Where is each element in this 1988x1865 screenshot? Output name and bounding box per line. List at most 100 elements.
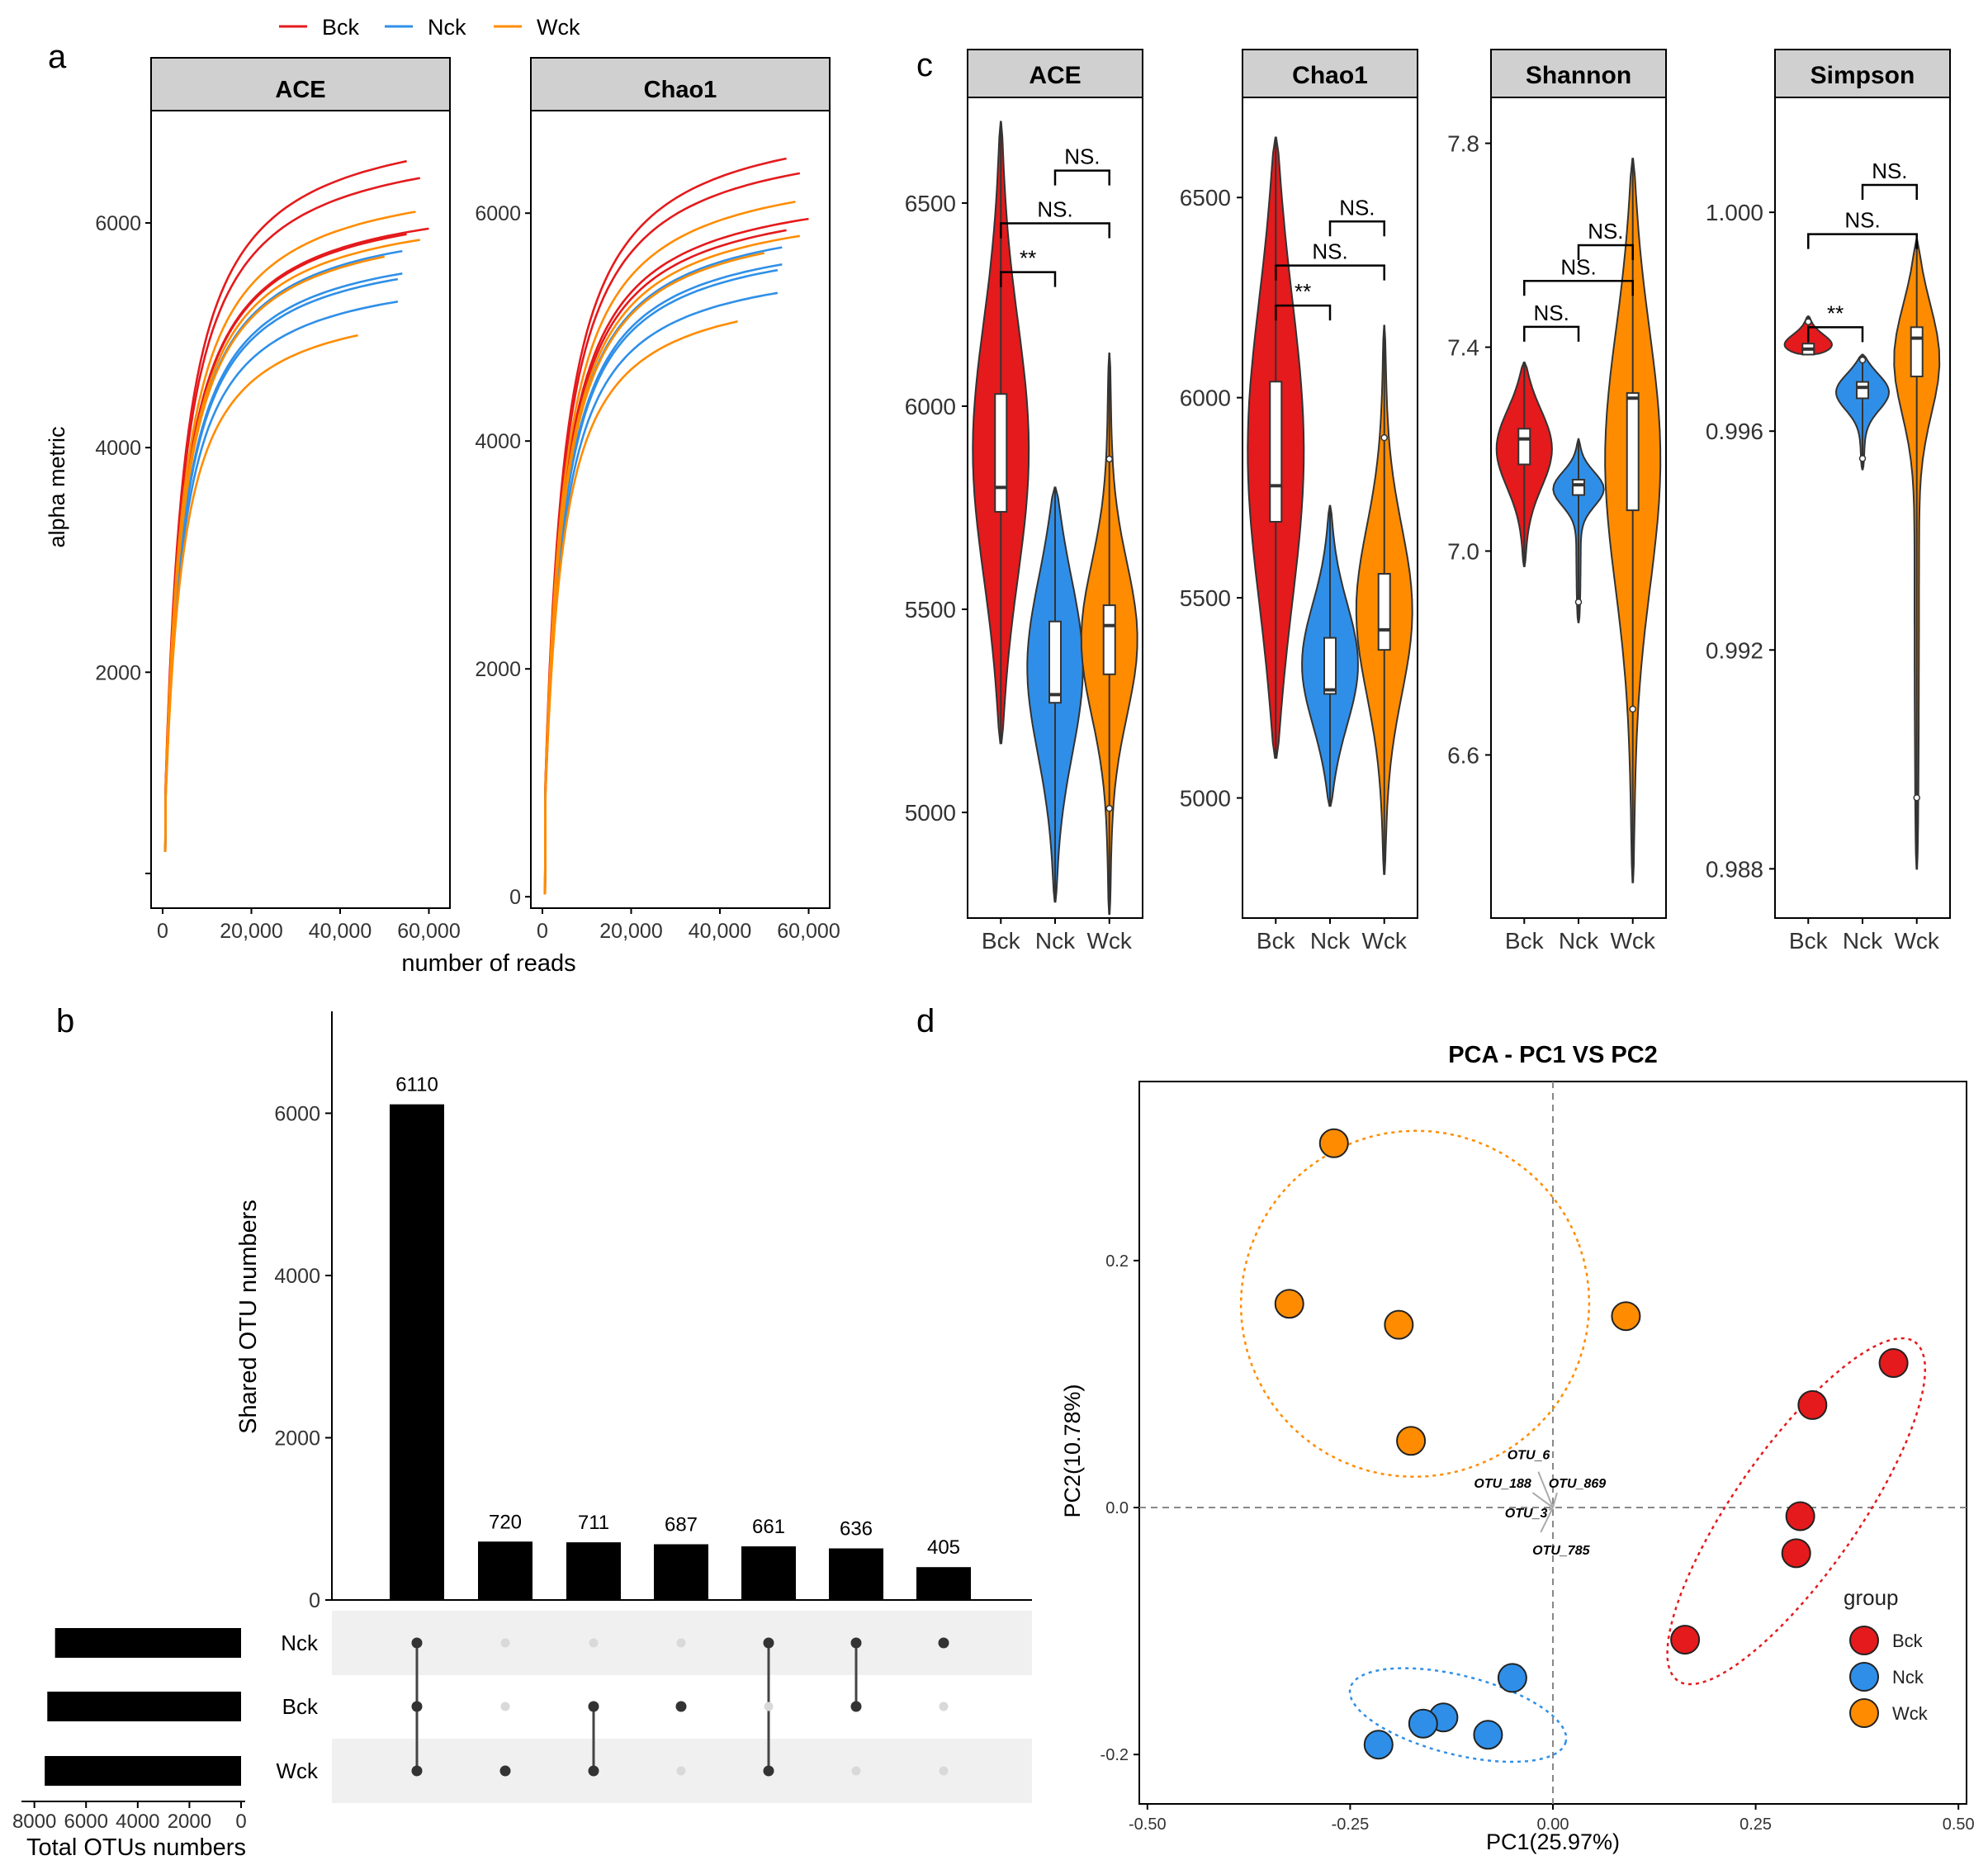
x-tick-label: Nck [1310, 928, 1351, 954]
legend-label-Wck: Wck [537, 15, 580, 40]
x-tick-label: 0 [537, 920, 548, 943]
facet-title: ACE [275, 77, 325, 103]
outlier-point [1858, 356, 1867, 364]
x-tick-label: Bck [1505, 928, 1545, 954]
set-size-tick-label: 2000 [168, 1811, 211, 1833]
significance-bracket [1275, 304, 1332, 321]
y-tick-label: 5500 [1180, 585, 1231, 611]
box-iqr [1323, 637, 1337, 695]
outlier-point [1380, 433, 1388, 442]
set-size-tick-label: 8000 [12, 1811, 56, 1833]
confidence-ellipse-Wck [1239, 1129, 1591, 1479]
y-tick-label: 1.000 [1706, 200, 1763, 225]
sample-point-Wck [1396, 1426, 1427, 1456]
confidence-ellipse-Nck [1348, 1667, 1568, 1763]
matrix-dot-inactive [676, 1766, 686, 1776]
matrix-dot-active [763, 1637, 774, 1649]
x-tick-label: Nck [1035, 928, 1076, 954]
x-tick-label: Bck [1789, 928, 1829, 954]
panel-label-d: d [916, 1003, 935, 1039]
sample-point-Nck [1473, 1720, 1503, 1750]
matrix-dot-active [411, 1765, 423, 1777]
facet-title: Chao1 [644, 77, 717, 103]
significance-label: NS. [1872, 159, 1907, 183]
rarefaction-facet-Chao1: Chao1 0 2000 4000 6000 0 20,000 40,000 60,000 [475, 57, 840, 943]
legend-title: group [1844, 1585, 1899, 1610]
legend-label-Nck: Nck [428, 15, 466, 40]
matrix-dot-inactive [500, 1702, 510, 1711]
rarefaction-line-Wck [163, 211, 416, 853]
x-tick-label: Bck [1257, 928, 1296, 954]
matrix-dot-active [675, 1701, 687, 1712]
y-tick-label: 4000 [274, 1265, 320, 1288]
x-tick-label: 60,000 [777, 920, 840, 943]
intersection-bar [566, 1542, 621, 1600]
outlier-point [1105, 455, 1113, 463]
y-tick-label: 6000 [475, 202, 521, 225]
significance-bracket [1000, 271, 1057, 287]
panel-label-b: b [56, 1003, 74, 1039]
rarefaction-facet-ACE: ACE 2000 4000 6000 0 20,000 40,000 60,000 [95, 57, 461, 943]
loading-label: OTU_3 [1505, 1507, 1548, 1521]
y-tick-label: 0 [509, 886, 521, 909]
matrix-dot-active [588, 1701, 599, 1712]
set-size-bar-Wck [45, 1756, 242, 1786]
box-iqr [1517, 428, 1531, 466]
matrix-dot-inactive [851, 1766, 861, 1776]
facet-title: ACE [1029, 62, 1081, 89]
x-tick-label: 0.25 [1740, 1815, 1772, 1834]
intersection-bar [390, 1104, 444, 1600]
box-iqr [1626, 392, 1640, 512]
x-tick-label: 0 [157, 920, 168, 943]
box-iqr [994, 393, 1008, 513]
loading-label: OTU_869 [1549, 1477, 1606, 1491]
loading-arrow [1552, 1492, 1558, 1508]
facet-strip [150, 57, 451, 111]
rarefaction-line-Bck [163, 177, 421, 853]
significance-bracket [1807, 233, 1918, 249]
significance-bracket [1523, 325, 1580, 342]
legend-label-Bck: Bck [1892, 1631, 1924, 1651]
x-tick-label: 40,000 [309, 920, 372, 943]
matrix-dot-inactive [589, 1638, 599, 1648]
outlier-point [1913, 793, 1920, 802]
y-tick-label: 2000 [274, 1427, 320, 1450]
significance-label: NS. [1037, 197, 1072, 222]
legend-label-Bck: Bck [322, 15, 360, 40]
matrix-dot-inactive [939, 1766, 949, 1776]
intersection-bar [916, 1567, 971, 1600]
significance-bracket [1861, 183, 1918, 201]
x-tick-label: Bck [982, 928, 1021, 954]
y-axis-label: alpha metric [45, 426, 69, 547]
violin-facet-Simpson: Simpson 0.988 0.992 0.996 1.000 Bck Nck Wck ** NS… [1706, 49, 1951, 954]
matrix-dot-inactive [500, 1638, 510, 1648]
set-size-tick-label: 6000 [64, 1811, 108, 1833]
bar-value-label: 661 [752, 1516, 785, 1538]
significance-label: NS. [1064, 144, 1100, 169]
rarefaction-line-Wck [163, 334, 358, 853]
loading-arrow [1540, 1507, 1554, 1533]
upset-chart: 0 2000 4000 6000 Shared OTU numbers 6110 720 71… [12, 1011, 1032, 1861]
rarefaction-line-Bck [543, 172, 801, 895]
matrix-dot-active [499, 1765, 511, 1777]
x-tick-label: Wck [1087, 928, 1133, 954]
x-axis-label: number of reads [401, 950, 575, 977]
x-tick-label: Nck [1843, 928, 1883, 954]
x-tick-label: 60,000 [397, 920, 460, 943]
set-size-tick-label: 4000 [116, 1811, 159, 1833]
sample-point-Wck [1384, 1309, 1414, 1340]
legend-label-Wck: Wck [1892, 1703, 1929, 1724]
x-axis-label: PC1(25.97%) [1486, 1829, 1620, 1854]
plot-border [530, 110, 831, 909]
y-tick-label: 6.6 [1447, 742, 1479, 768]
y-tick-label: 7.0 [1447, 538, 1479, 564]
rarefaction-line-Wck [543, 252, 765, 895]
y-tick-label: 7.4 [1447, 335, 1479, 361]
pca-chart: PCA - PC1 VS PC2 -0.50 -0.25 0.00 0.25 0.50 -0… [1060, 1042, 1975, 1854]
set-size-axis-label: Total OTUs numbers [26, 1834, 246, 1861]
bar-value-label: 687 [665, 1513, 698, 1536]
y-tick-label: 0.2 [1105, 1252, 1129, 1271]
matrix-dot-active [763, 1765, 774, 1777]
